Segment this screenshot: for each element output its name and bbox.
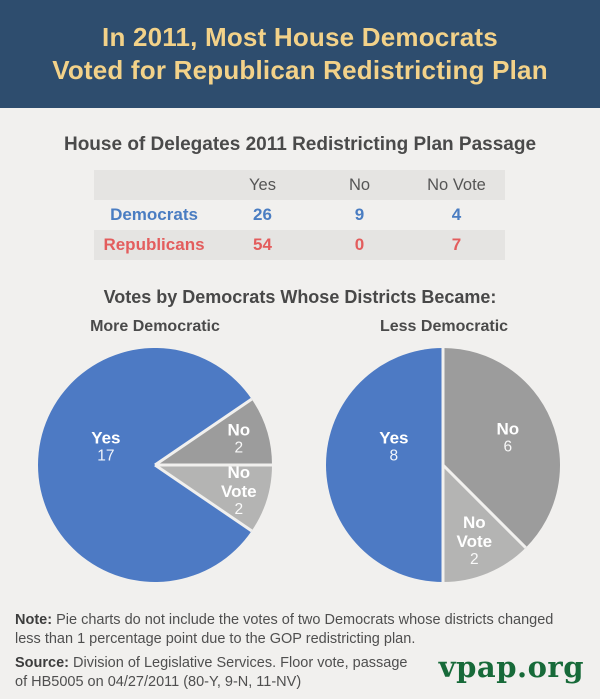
- republicans-yes-count: 54: [253, 235, 272, 254]
- pie-title-more-democratic: More Democratic: [90, 318, 220, 335]
- pie-title-less-democratic: Less Democratic: [379, 318, 509, 335]
- pie-slice-yes: [326, 348, 443, 582]
- party-column-header: [94, 170, 214, 200]
- column-header-no-vote: No Vote: [427, 175, 486, 194]
- pie-slice-no: [155, 399, 272, 465]
- pie-chart-less-democratic: No 6 No Vote 2 Yes 8: [326, 348, 560, 582]
- pie-slice-no: [443, 348, 560, 548]
- table-row-republicans: Republicans 54 0 7: [94, 230, 505, 260]
- republicans-no-count: 0: [354, 235, 365, 254]
- source-text: Source: Division of Legislative Services…: [15, 655, 408, 690]
- pie-slice-no-vote: [155, 464, 272, 531]
- pie-chart-more-democratic: No 2 No Vote 2 Yes 17: [38, 348, 272, 582]
- page-title-line2: Voted for Republican Redistricting Plan: [52, 55, 548, 85]
- pie-slice-separator: [154, 397, 253, 467]
- vote-table-header-row: Yes No No Vote: [94, 170, 505, 200]
- table-title: House of Delegates 2011 Redistricting Pl…: [63, 134, 537, 155]
- source-label: Source:: [15, 655, 69, 671]
- pie-slice-yes: [38, 348, 252, 582]
- note-label: Note:: [15, 612, 53, 628]
- note-text: Note: Pie charts do not include the vote…: [15, 612, 554, 647]
- democrats-no-count: 9: [354, 205, 365, 224]
- page-title-line1: In 2011, Most House Democrats: [102, 22, 498, 52]
- democrats-no-vote-count: 4: [451, 205, 462, 224]
- header-banner: In 2011, Most House Democrats Voted for …: [0, 0, 600, 108]
- democrats-yes-count: 26: [253, 205, 272, 224]
- column-header-no: No: [348, 175, 371, 194]
- vote-table: Yes No No Vote Democrats 26 9 4 Republic…: [94, 170, 505, 260]
- pies-section-heading: Votes by Democrats Whose Districts Becam…: [103, 287, 497, 307]
- party-label-democrats: Democrats: [110, 205, 198, 224]
- pie-slice-no-vote: [443, 465, 526, 582]
- column-header-yes: Yes: [249, 175, 276, 194]
- vpap-logo-link[interactable]: vpap.org: [438, 650, 584, 684]
- pie-slice-separator: [154, 463, 253, 533]
- table-row-democrats: Democrats 26 9 4: [94, 200, 505, 230]
- republicans-no-vote-count: 7: [451, 235, 462, 254]
- pie-slice-separator: [441, 463, 527, 549]
- party-label-republicans: Republicans: [103, 235, 205, 254]
